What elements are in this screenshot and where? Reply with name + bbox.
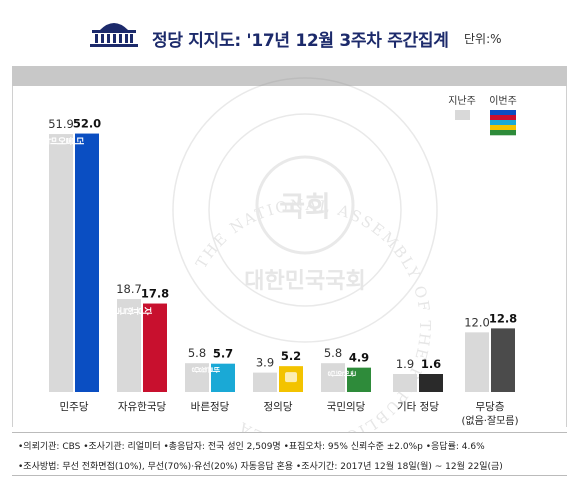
value-label-prev: 5.8 (188, 346, 206, 360)
bar-prev-week (49, 134, 73, 392)
legend-swatch-curr-stripe (490, 130, 516, 136)
category-label: 정의당 (264, 401, 293, 413)
value-label-prev: 51.9 (48, 117, 74, 131)
legend-swatch-curr-stripe (490, 125, 516, 131)
bar-prev-week (465, 332, 489, 392)
survey-info: •의뢰기관: CBS •조사기관: 리얼미터 •총응답자: 전국 성인 2,50… (12, 432, 567, 476)
survey-info-line-2: •조사방법: 무선 전화면접(10%), 무선(70%)·유선(20%) 자동응… (18, 462, 503, 472)
category-label: 기타 정당 (397, 401, 439, 413)
value-label-this: 5.2 (281, 349, 301, 363)
value-label-prev: 18.7 (116, 282, 142, 296)
national-assembly-icon (90, 23, 138, 47)
survey-info-line-1: •의뢰기관: CBS •조사기관: 리얼미터 •총응답자: 전국 성인 2,50… (18, 442, 485, 452)
bar-this-week (419, 374, 443, 392)
bar-prev-week (393, 374, 417, 392)
bar-prev-week (253, 372, 277, 392)
category-sublabel: (없음·잘모름) (462, 414, 519, 427)
value-label-this: 12.8 (489, 311, 517, 325)
svg-text:국회: 국회 (279, 190, 331, 223)
value-label-prev: 3.9 (256, 356, 274, 370)
svg-text:대한민국국회: 대한민국국회 (244, 269, 365, 294)
legend-label-curr: 이번주 (489, 95, 517, 107)
value-label-prev: 12.0 (464, 315, 490, 329)
party-logo-text: 바른정당 (191, 366, 221, 374)
chart-frame (12, 86, 567, 427)
bar-this-week (491, 328, 515, 392)
legend-swatch-curr-stripe (490, 115, 516, 121)
party-logo-mark (285, 372, 297, 383)
bar-prev-week (117, 299, 141, 392)
bar-this-week (347, 367, 371, 392)
legend-swatch-curr-stripe (490, 120, 516, 126)
chart-title: 정당 지지도: '17년 12월 3주차 주간집계 (152, 31, 449, 51)
category-label: 바른정당 (191, 401, 230, 413)
value-label-this: 4.9 (349, 351, 369, 365)
category-label: 무당층 (476, 401, 505, 413)
party-logo-text: 더불어민주당 (29, 135, 85, 145)
value-label-this: 52.0 (73, 117, 101, 131)
unit-label: 단위:% (464, 32, 502, 46)
svg-text:THE NATIONAL ASSEMBLY OF THE R: THE NATIONAL ASSEMBLY OF THE REPUBLIC OF… (192, 196, 434, 432)
bar-this-week (143, 303, 167, 392)
value-label-prev: 1.9 (396, 357, 414, 371)
header: 정당 지지도: '17년 12월 3주차 주간집계 단위:% (0, 0, 580, 62)
category-label: 국민의당 (327, 401, 366, 413)
header-band (12, 66, 567, 86)
legend: 지난주 이번주 (448, 95, 517, 136)
party-logo-text: 국민의당 (327, 370, 356, 378)
legend-label-prev: 지난주 (448, 95, 476, 107)
party-logo-text: 자유한국당 (106, 305, 153, 315)
legend-swatch-prev (455, 110, 470, 120)
party-support-chart: THE NATIONAL ASSEMBLY OF THE REPUBLIC OF… (29, 77, 519, 432)
category-label: 민주당 (60, 401, 89, 413)
value-label-this: 5.7 (213, 347, 233, 361)
value-label-this: 1.6 (421, 357, 441, 371)
bar-this-week (75, 133, 99, 392)
category-label: 자유한국당 (118, 401, 167, 413)
bar-prev-week (321, 363, 345, 392)
bar-this-week (211, 363, 235, 392)
value-label-prev: 5.8 (324, 346, 342, 360)
legend-swatch-curr-stripe (490, 110, 516, 116)
value-label-this: 17.8 (141, 287, 169, 301)
bar-prev-week (185, 363, 209, 392)
